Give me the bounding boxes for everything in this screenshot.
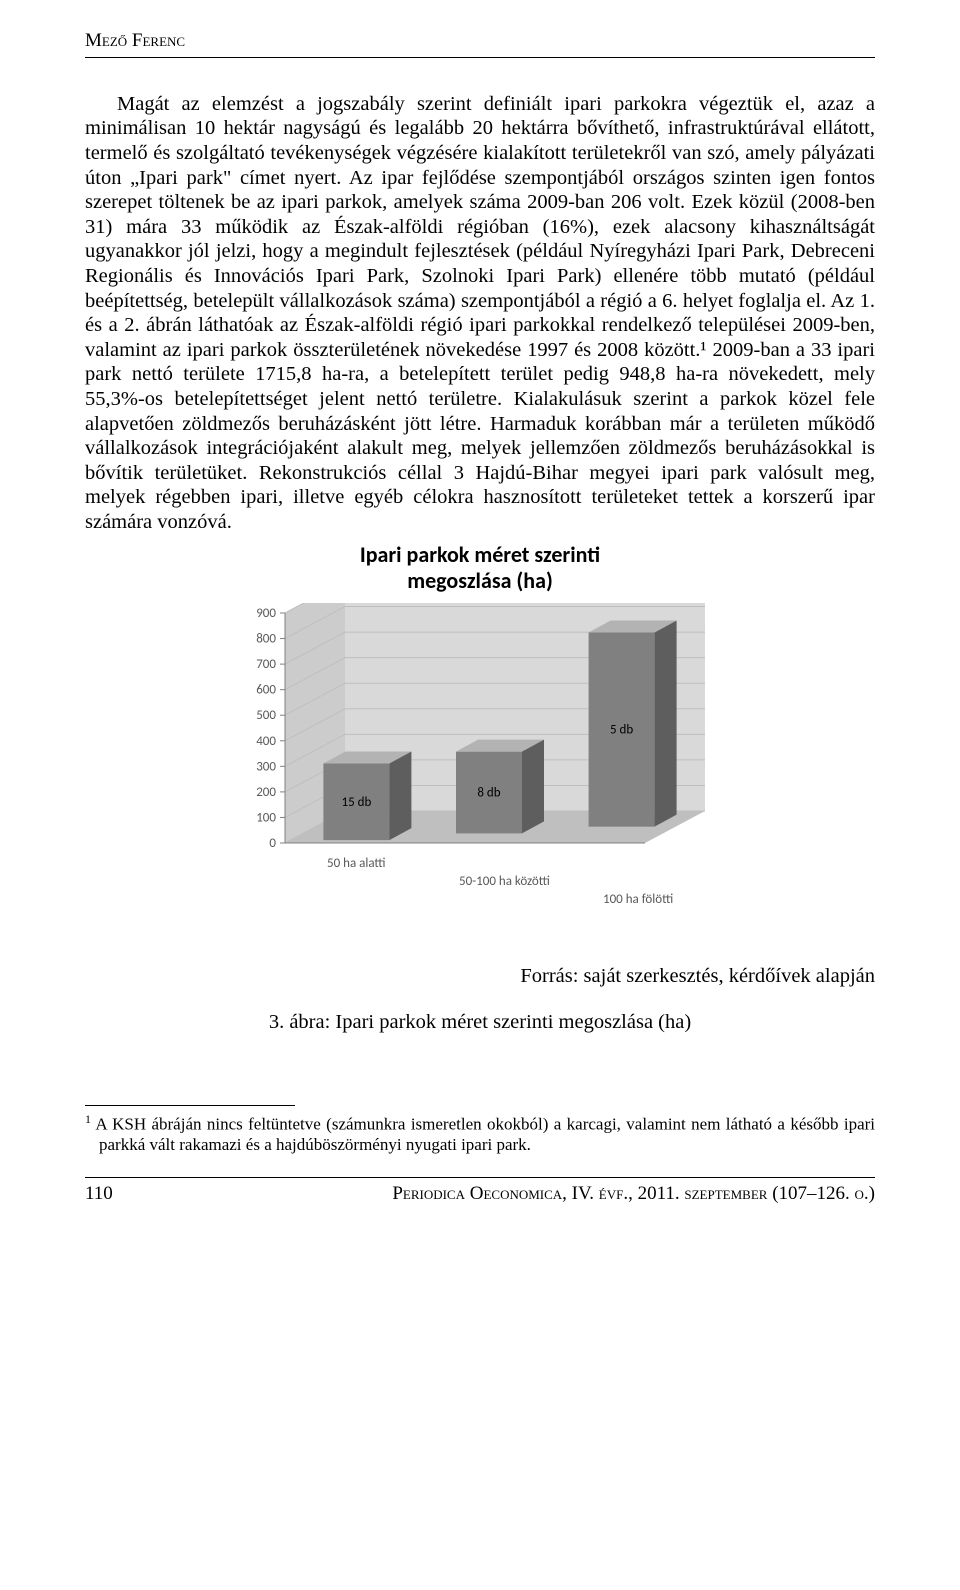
chart-wrapper: Ipari parkok méret szerinti megoszlása (… bbox=[85, 542, 875, 939]
svg-text:50-100 ha közötti: 50-100 ha közötti bbox=[459, 874, 550, 889]
footnote-text: A KSH ábráján nincs feltüntetve (számunk… bbox=[95, 1115, 875, 1154]
journal-info: Periodica Oeconomica, IV. évf., 2011. sz… bbox=[392, 1183, 875, 1206]
svg-text:100: 100 bbox=[256, 811, 276, 826]
chart-source: Forrás: saját szerkesztés, kérdőívek ala… bbox=[85, 964, 875, 989]
svg-text:8 db: 8 db bbox=[477, 786, 500, 801]
footnote-separator bbox=[85, 1105, 295, 1106]
svg-text:700: 700 bbox=[256, 657, 276, 672]
running-header-author: Mező Ferenc bbox=[85, 30, 875, 58]
bar-chart-3d: Ipari parkok méret szerinti megoszlása (… bbox=[230, 542, 730, 939]
chart-svg: 0 100 200 300 400 500 600 700 800 900 15 db 8 db 5 d… bbox=[230, 603, 730, 933]
svg-text:500: 500 bbox=[256, 708, 276, 723]
chart-title-line2: megoszlása (ha) bbox=[407, 567, 553, 594]
svg-text:50 ha alatti: 50 ha alatti bbox=[327, 856, 386, 871]
svg-text:100 ha fölötti: 100 ha fölötti bbox=[603, 892, 673, 907]
footnote-marker: 1 bbox=[85, 1112, 91, 1126]
svg-text:900: 900 bbox=[256, 606, 276, 621]
svg-text:600: 600 bbox=[256, 683, 276, 698]
chart-title-line1: Ipari parkok méret szerinti bbox=[360, 541, 600, 568]
chart-title: Ipari parkok méret szerinti megoszlása (… bbox=[230, 542, 730, 593]
svg-text:300: 300 bbox=[256, 759, 276, 774]
body-paragraph: Magát az elemzést a jogszabály szerint d… bbox=[85, 92, 875, 535]
page-number: 110 bbox=[85, 1183, 113, 1206]
svg-text:800: 800 bbox=[256, 632, 276, 647]
svg-text:0: 0 bbox=[269, 836, 276, 851]
footnote: 1 A KSH ábráján nincs feltüntetve (számu… bbox=[85, 1112, 875, 1155]
svg-text:5 db: 5 db bbox=[610, 723, 633, 738]
svg-text:15 db: 15 db bbox=[342, 795, 372, 810]
svg-text:400: 400 bbox=[256, 734, 276, 749]
page-footer: 110 Periodica Oeconomica, IV. évf., 2011… bbox=[85, 1177, 875, 1206]
figure-caption: 3. ábra: Ipari parkok méret szerinti meg… bbox=[85, 1010, 875, 1035]
svg-text:200: 200 bbox=[256, 785, 276, 800]
